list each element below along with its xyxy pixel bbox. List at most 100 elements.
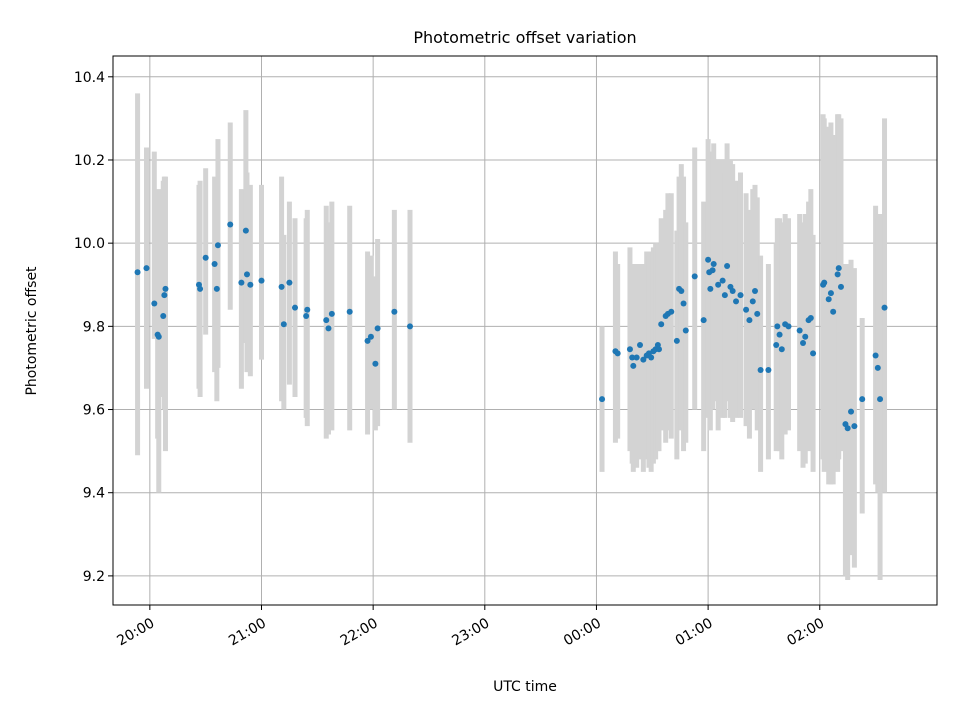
data-point [800, 339, 807, 346]
data-point [162, 285, 169, 292]
data-point [881, 304, 888, 311]
data-point [367, 333, 374, 340]
data-point [364, 337, 371, 344]
data-point [214, 242, 221, 249]
data-point [757, 367, 764, 374]
data-point [633, 354, 640, 361]
data-point [680, 300, 687, 307]
data-point [630, 362, 637, 369]
data-point [746, 317, 753, 324]
data-point [737, 292, 744, 299]
data-point [752, 287, 759, 294]
data-point [774, 323, 781, 330]
data-point [668, 308, 675, 315]
data-point [796, 327, 803, 334]
x-axis-label: UTC time [493, 679, 557, 695]
data-point [151, 300, 158, 307]
data-point [243, 271, 250, 278]
data-point [807, 315, 814, 322]
y-tick-label: 9.6 [83, 403, 105, 419]
data-point [776, 331, 783, 338]
data-point [851, 423, 858, 430]
data-point [629, 354, 636, 361]
data-point [161, 292, 168, 299]
data-point [729, 287, 736, 294]
data-point [280, 321, 287, 328]
data-point [160, 312, 167, 319]
data-point [754, 310, 761, 317]
data-point [724, 263, 731, 270]
data-point [743, 306, 750, 313]
data-point [721, 292, 728, 299]
data-point [346, 308, 353, 315]
plot-frame [112, 55, 938, 606]
data-point [197, 285, 204, 292]
data-point [406, 323, 413, 330]
data-point [599, 396, 606, 403]
data-point [303, 312, 310, 319]
data-point [374, 325, 381, 332]
data-point [258, 277, 265, 284]
data-point [874, 364, 881, 371]
y-axis-label: Photometric offset [24, 266, 40, 396]
data-point [877, 396, 884, 403]
data-point [202, 254, 209, 261]
data-point [691, 273, 698, 280]
data-point [673, 337, 680, 344]
data-point [710, 260, 717, 267]
data-point [830, 308, 837, 315]
data-point [655, 346, 662, 353]
y-tick-label: 9.8 [83, 319, 105, 335]
data-point [821, 279, 828, 286]
data-point [143, 265, 150, 272]
data-point [238, 279, 245, 286]
y-tick-label: 9.2 [83, 569, 105, 585]
data-point [640, 356, 647, 363]
y-tick-label: 10.4 [74, 70, 105, 86]
data-point [785, 323, 792, 330]
data-point [682, 327, 689, 334]
data-point [827, 290, 834, 297]
y-tick-label: 10.2 [74, 153, 105, 169]
data-point [778, 346, 785, 353]
data-point [278, 283, 285, 290]
data-point [626, 346, 633, 353]
data-point [700, 317, 707, 324]
data-point [247, 281, 254, 288]
data-point [328, 310, 335, 317]
data-point [325, 325, 332, 332]
data-point [733, 298, 740, 305]
data-point [834, 271, 841, 278]
data-point [304, 306, 311, 313]
data-point [825, 296, 832, 303]
y-tick-label: 9.4 [83, 486, 105, 502]
data-point [707, 285, 714, 292]
data-point [872, 352, 879, 359]
data-point [709, 267, 716, 274]
data-point [291, 304, 298, 311]
data-point [765, 367, 772, 374]
y-tick-label: 10.0 [74, 236, 105, 252]
data-point [810, 350, 817, 357]
data-point [134, 269, 141, 276]
y-axis-ticks: 9.2 9.4 9.6 9.8 10.0 10.2 10.4 [74, 70, 113, 585]
data-point [837, 283, 844, 290]
data-point [637, 342, 644, 349]
chart-title: Photometric offset variation [413, 28, 636, 47]
data-point [749, 298, 756, 305]
data-point [848, 408, 855, 415]
data-point [773, 342, 780, 349]
data-point [372, 360, 379, 367]
data-point [678, 287, 685, 294]
data-point [715, 281, 722, 288]
data-point [391, 308, 398, 315]
data-point [614, 350, 621, 357]
data-point [802, 333, 809, 340]
data-point [211, 260, 218, 267]
data-point [835, 265, 842, 272]
data-point [648, 354, 655, 361]
data-point [859, 396, 866, 403]
data-point [155, 333, 162, 340]
data-point [242, 227, 249, 234]
